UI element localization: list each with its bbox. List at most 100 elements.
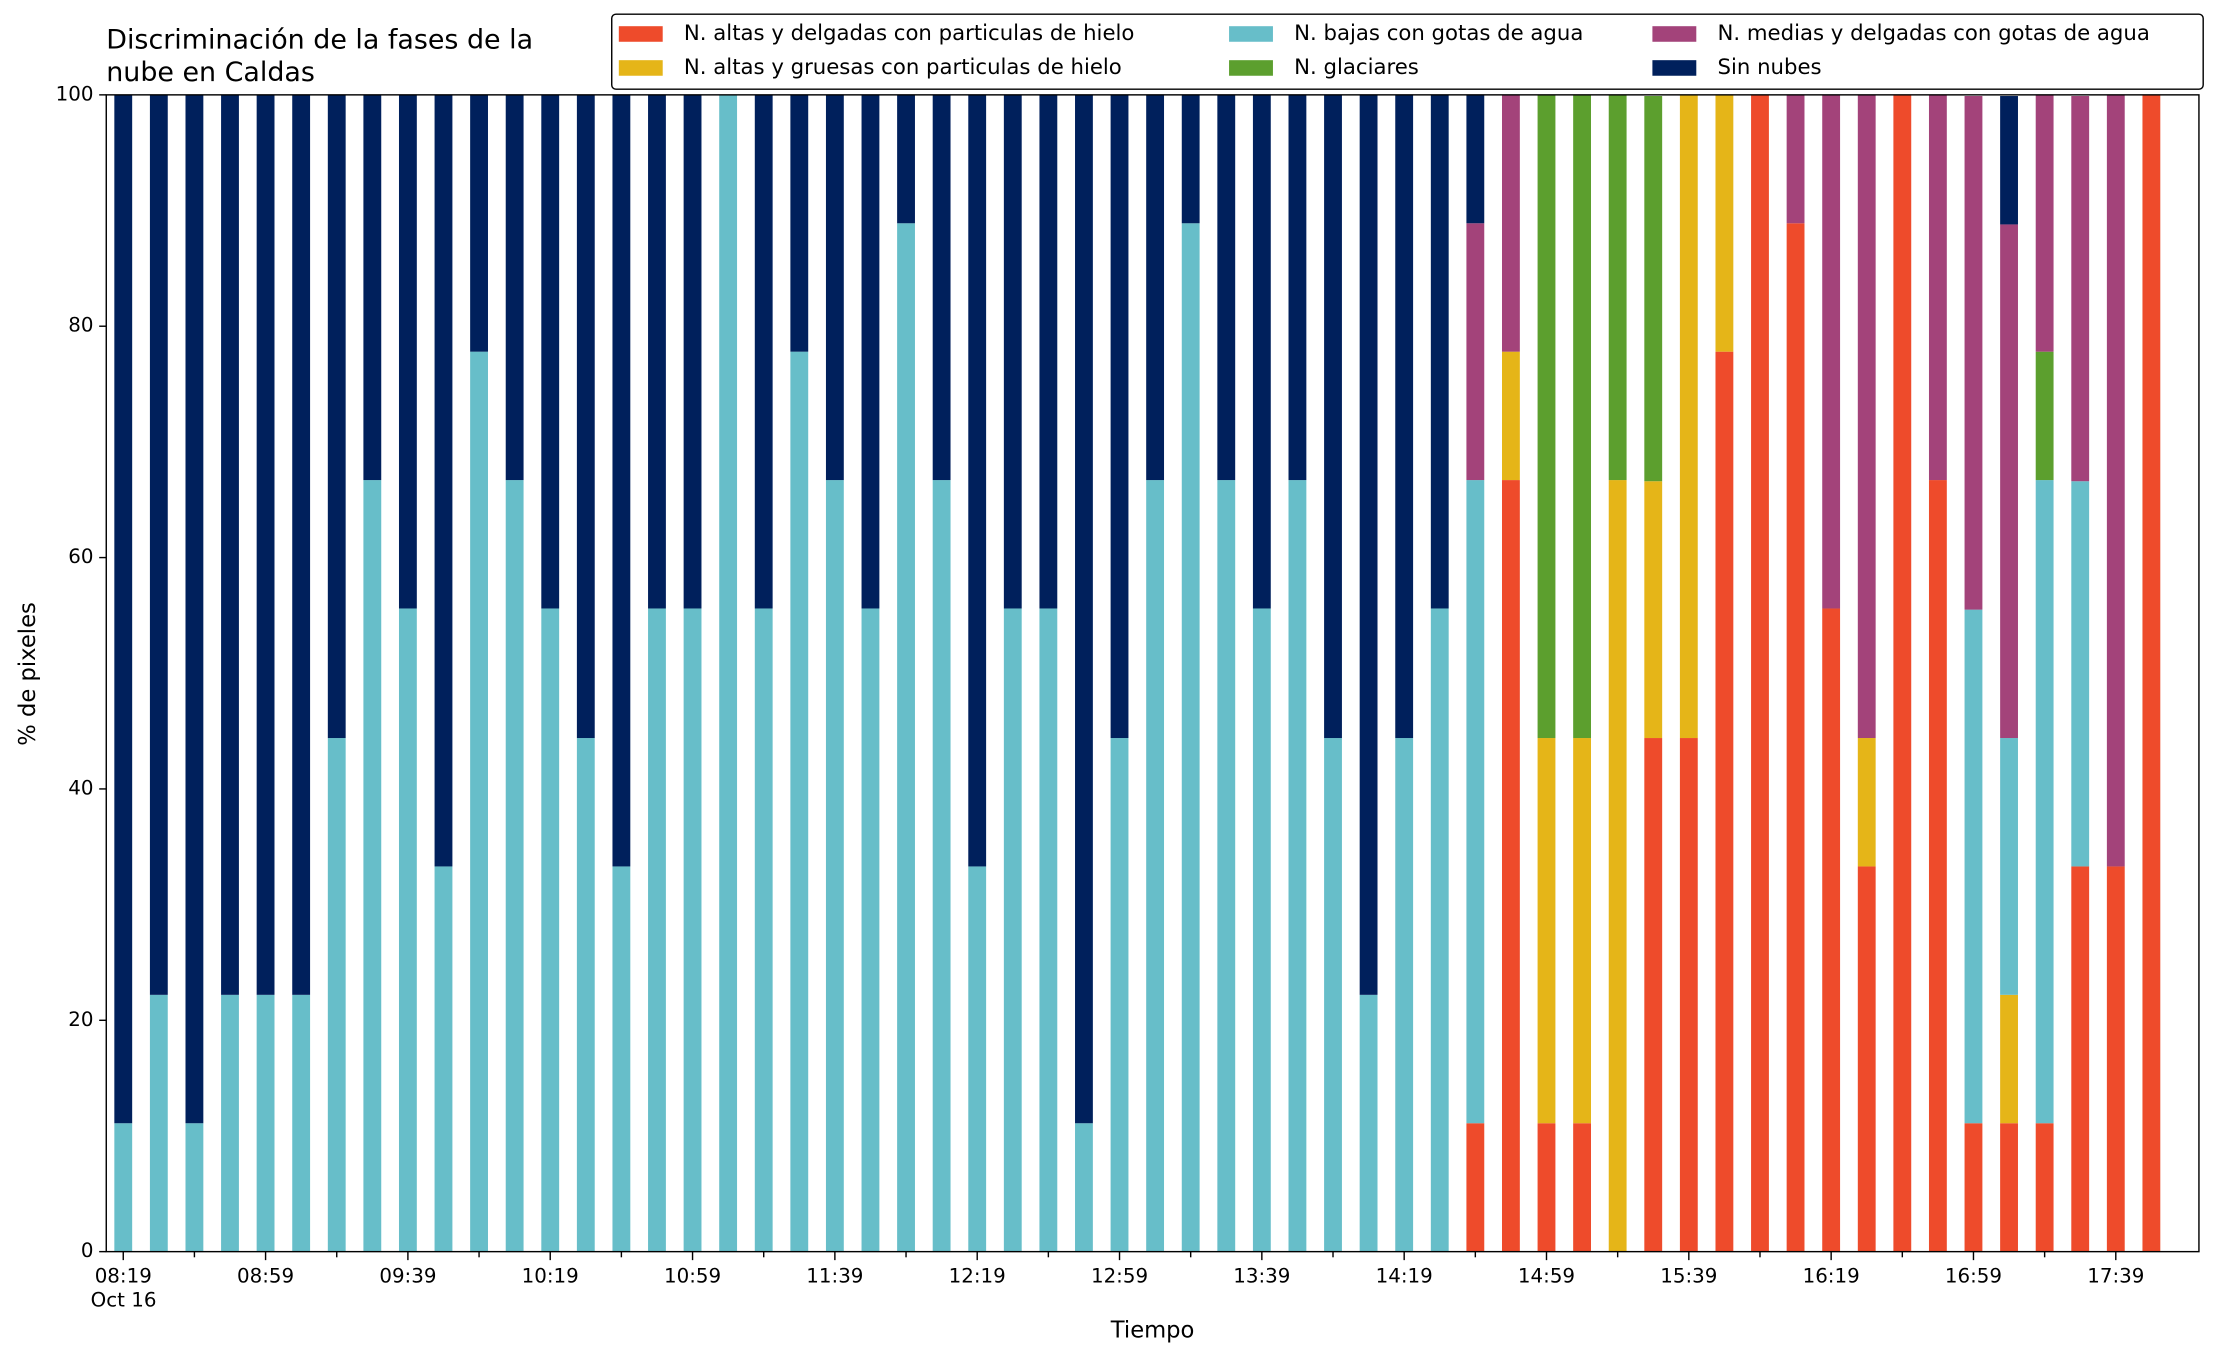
bar-segment xyxy=(185,94,204,1124)
bar-segment xyxy=(470,351,488,1252)
bar-segment xyxy=(541,94,560,609)
bar-segment xyxy=(683,608,702,1252)
bar-segment xyxy=(1679,94,1698,739)
bar-segment xyxy=(2000,96,2018,225)
bar-segment xyxy=(114,1123,133,1252)
bar-segment xyxy=(1786,94,1805,224)
x-tick-label: 16:19 xyxy=(1803,1265,1860,1288)
bar-segment xyxy=(1075,94,1093,1124)
bar-segment xyxy=(2106,94,2125,867)
bar-segment xyxy=(363,480,382,1252)
legend-swatch xyxy=(618,60,663,76)
bar-segment xyxy=(505,480,524,1252)
chart-title: nube en Caldas xyxy=(106,57,315,88)
x-tick-label: 16:59 xyxy=(1945,1265,2002,1288)
bar-segment xyxy=(1644,738,1663,1252)
x-tick-label: 15:39 xyxy=(1660,1265,1717,1288)
axes-frame xyxy=(105,94,2200,1253)
bar-segment xyxy=(2071,96,2090,482)
bar-segment xyxy=(897,223,915,1252)
x-date-label: Oct 16 xyxy=(91,1289,157,1312)
bar-segment xyxy=(327,738,346,1252)
bar-segment xyxy=(470,94,488,352)
bar-segment xyxy=(1217,94,1236,481)
bar-segment xyxy=(1288,480,1307,1252)
bar-segment xyxy=(1822,94,1841,609)
x-tick-label: 10:59 xyxy=(664,1265,721,1288)
bar-segment xyxy=(256,994,275,1252)
bar-segment xyxy=(1501,351,1520,481)
bar-segment xyxy=(719,94,738,1252)
y-tick-label: 40 xyxy=(68,776,93,799)
x-tick-label: 12:19 xyxy=(949,1265,1006,1288)
bar-segment xyxy=(363,94,382,481)
bar-segment xyxy=(648,608,666,1252)
bar-segment xyxy=(1537,1123,1556,1252)
bar-segment xyxy=(2000,1123,2018,1252)
bar-segment xyxy=(1359,994,1378,1252)
bar-segment xyxy=(114,94,133,1124)
bar-segment xyxy=(968,866,987,1252)
bar-segment xyxy=(2035,351,2054,481)
bar-segment xyxy=(790,351,809,1252)
bar-segment xyxy=(1252,608,1271,1252)
bar-segment xyxy=(292,994,311,1252)
bar-segment xyxy=(1430,608,1449,1252)
bar-segment xyxy=(2071,866,2090,1252)
bar-segment xyxy=(221,94,239,995)
bar-segment xyxy=(1608,94,1627,481)
y-axis-label: % de pixeles xyxy=(15,602,41,746)
legend-swatch xyxy=(1229,26,1273,42)
bar-segment xyxy=(683,94,702,609)
bar-segment xyxy=(1466,94,1485,224)
bar-segment xyxy=(1075,1123,1093,1252)
bar-segment xyxy=(434,94,453,867)
bar-segment xyxy=(1964,609,1983,1124)
x-tick-label: 11:39 xyxy=(806,1265,863,1288)
y-tick-label: 60 xyxy=(68,545,93,568)
x-tick-label: 12:59 xyxy=(1091,1265,1148,1288)
bar-segment xyxy=(1857,738,1876,867)
bar-segment xyxy=(1857,866,1876,1252)
bar-segment xyxy=(1751,94,1769,1252)
bar-segment xyxy=(398,608,417,1252)
legend-swatch xyxy=(1229,60,1273,76)
bar-segment xyxy=(1003,94,1022,609)
bar-segment xyxy=(398,94,417,609)
bar-segment xyxy=(1110,738,1129,1252)
bar-segment xyxy=(1110,94,1129,739)
bar-segment xyxy=(1324,94,1342,739)
bar-segment xyxy=(1466,223,1485,481)
bar-segment xyxy=(1679,738,1698,1252)
bar-segment xyxy=(612,866,631,1252)
bar-segment xyxy=(576,738,595,1252)
bar-segment xyxy=(1964,96,1983,610)
bar-segment xyxy=(505,94,524,481)
bar-segment xyxy=(825,480,844,1252)
bar-segment xyxy=(1501,480,1520,1252)
bar-segment xyxy=(2142,94,2161,1252)
x-tick-label: 17:39 xyxy=(2087,1265,2144,1288)
bar-segment xyxy=(754,94,773,609)
legend-label: N. glaciares xyxy=(1294,55,1419,80)
bar-segment xyxy=(256,94,275,995)
bar-segment xyxy=(1644,96,1663,482)
bar-segment xyxy=(2106,866,2125,1252)
bar-segment xyxy=(1217,480,1236,1252)
bar-segment xyxy=(1324,738,1342,1252)
bar-segment xyxy=(932,480,951,1252)
chart-title: Discriminación de la fases de la xyxy=(106,25,533,56)
bar-segment xyxy=(292,94,311,995)
bar-segment xyxy=(1573,1123,1592,1252)
bar-segment xyxy=(221,994,239,1252)
bar-segment xyxy=(1395,738,1414,1252)
bar-segment xyxy=(2035,94,2054,352)
bar-segment xyxy=(1964,1123,1983,1252)
bar-segment xyxy=(149,994,168,1252)
bar-segment xyxy=(1146,94,1165,481)
legend-label: N. bajas con gotas de agua xyxy=(1294,21,1583,46)
bar-segment xyxy=(1715,351,1734,1252)
bar-segment xyxy=(1252,94,1271,609)
bar-segment xyxy=(2035,480,2054,1124)
